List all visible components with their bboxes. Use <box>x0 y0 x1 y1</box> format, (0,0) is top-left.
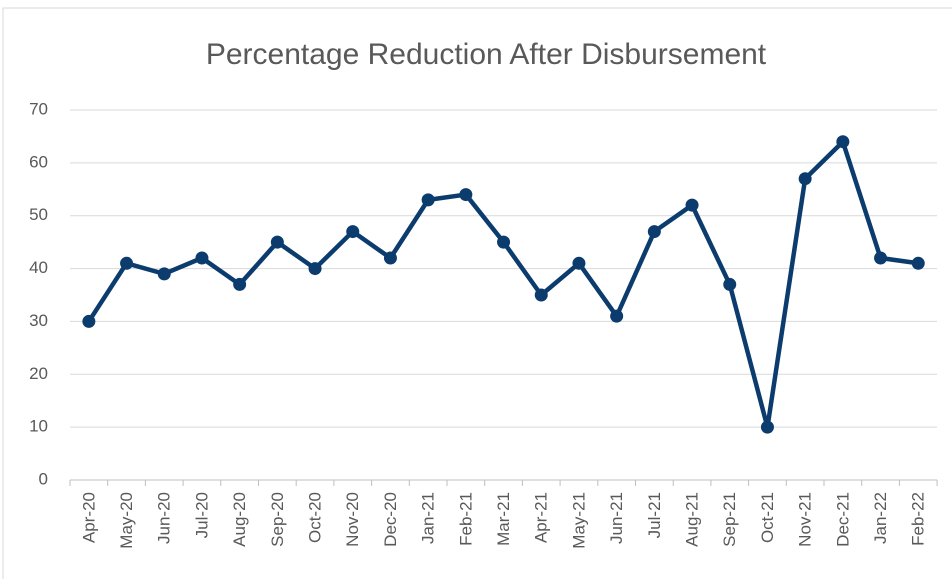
point <box>836 135 850 149</box>
x-tick-label: Oct-21 <box>758 492 777 543</box>
x-tick-label: Oct-20 <box>306 492 325 543</box>
point <box>911 256 925 270</box>
x-tick-label: Jul-21 <box>645 492 664 538</box>
chart-border <box>2 7 952 579</box>
x-tick-label: Feb-22 <box>909 492 928 546</box>
x-tick-label: Jun-20 <box>155 492 174 544</box>
point <box>572 256 586 270</box>
x-tick-label: Jul-20 <box>192 492 211 538</box>
y-tick-label: 0 <box>39 469 48 488</box>
point <box>346 225 360 239</box>
line <box>86 139 919 430</box>
point <box>82 314 96 328</box>
point <box>798 172 812 186</box>
point <box>120 256 134 270</box>
x-tick-label: Jan-21 <box>419 492 438 544</box>
y-tick-label: 30 <box>29 311 48 330</box>
point <box>157 267 171 281</box>
point <box>647 225 661 239</box>
chart-title: Percentage Reduction After Disbursement <box>206 38 767 71</box>
x-tick-label: Jun-21 <box>607 492 626 544</box>
x-tick-label: Sep-21 <box>720 492 739 547</box>
x-tick-label: Nov-20 <box>343 492 362 547</box>
point <box>421 193 435 207</box>
point <box>534 288 548 302</box>
y-tick-label: 20 <box>29 364 48 383</box>
point <box>874 251 888 265</box>
y-tick-label: 40 <box>29 258 48 277</box>
point <box>685 198 699 212</box>
point <box>459 188 473 202</box>
y-tick-label: 10 <box>29 417 48 436</box>
point <box>497 235 511 249</box>
point <box>383 251 397 265</box>
x-tick-label: Aug-20 <box>230 492 249 547</box>
x-tick-label: Dec-20 <box>381 492 400 547</box>
point <box>760 420 774 434</box>
x-tick-label: Mar-21 <box>494 492 513 546</box>
point <box>610 309 624 323</box>
x-tick-label: Apr-20 <box>79 492 98 543</box>
x-tick-label: Nov-21 <box>796 492 815 547</box>
point <box>233 277 247 291</box>
y-tick-label: 60 <box>29 152 48 171</box>
x-tick-label: Jan-22 <box>871 492 890 544</box>
point <box>308 262 322 276</box>
point <box>195 251 209 265</box>
x-tick-label: May-21 <box>569 492 588 549</box>
y-tick-label: 70 <box>29 99 48 118</box>
x-tick-label: Aug-21 <box>683 492 702 547</box>
y-tick-label: 50 <box>29 205 48 224</box>
x-tick-label: Sep-20 <box>268 492 287 547</box>
x-tick-label: May-20 <box>117 492 136 549</box>
x-tick-label: Dec-21 <box>833 492 852 547</box>
x-tick-label: Apr-21 <box>532 492 551 543</box>
point <box>723 277 737 291</box>
point <box>270 235 284 249</box>
x-tick-label: Feb-21 <box>456 492 475 546</box>
